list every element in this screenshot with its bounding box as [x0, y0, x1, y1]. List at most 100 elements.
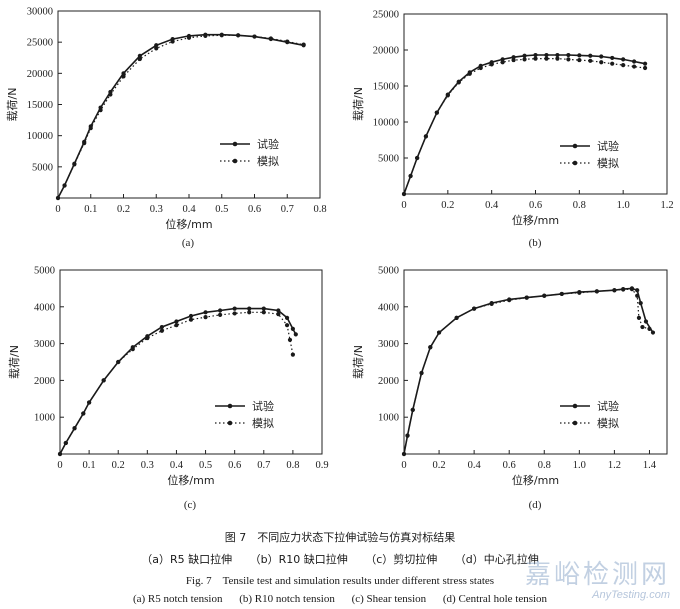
- x-tick-label: 0.4: [485, 200, 499, 211]
- panel-label: (d): [529, 499, 542, 511]
- x-tick-label: 0.6: [228, 460, 241, 471]
- data-point-test: [284, 315, 290, 320]
- data-point-sim: [478, 65, 483, 71]
- data-point-sim: [408, 173, 413, 179]
- data-point-sim: [524, 295, 529, 300]
- x-tick-label: 0.6: [248, 204, 261, 215]
- data-point-sim: [467, 71, 472, 76]
- x-tick-label: 1.2: [608, 460, 621, 471]
- legend-label: 模拟: [597, 156, 619, 170]
- chart-panel-c: 0 0.1 0.2 0.3 0.4 0.5 0.6 0.7 0.8 0.9 1000 2000 3000…: [8, 266, 329, 512]
- y-tick-label: 25000: [27, 38, 53, 49]
- data-point-sim: [174, 323, 179, 328]
- data-point-test: [555, 52, 560, 58]
- x-tick-label: 1.4: [643, 460, 657, 471]
- data-point-sim: [456, 80, 461, 85]
- series-line-sim: [403, 288, 650, 455]
- y-tick-label: 20000: [373, 46, 399, 57]
- caption-zh-sub-c: （c）剪切拉伸: [365, 553, 438, 566]
- y-axis-title: 载荷/N: [352, 345, 365, 379]
- panel-label: (a): [182, 237, 195, 249]
- data-point-sim: [87, 400, 92, 405]
- x-axis-title: 位移/mm: [512, 473, 559, 487]
- data-point-sim: [507, 298, 512, 303]
- plot-frame: [59, 269, 323, 455]
- data-point-test: [500, 57, 505, 62]
- x-tick-label: 0.4: [468, 460, 482, 471]
- x-tick-label: 0.3: [150, 204, 163, 215]
- x-tick-label: 0.9: [315, 460, 328, 471]
- y-tick-label: 4000: [34, 302, 55, 313]
- y-tick-label: 4000: [378, 302, 399, 313]
- data-point-sim: [632, 64, 637, 69]
- data-point-sim: [236, 33, 241, 38]
- x-tick-label: 0.3: [141, 460, 154, 471]
- data-point-test: [203, 310, 208, 315]
- data-point-sim: [203, 315, 208, 320]
- caption-zh-subtitles: （a）R5 缺口拉伸 （b）R10 缺口拉伸 （c）剪切拉伸 （d）中心孔拉伸: [0, 551, 680, 567]
- y-tick-label: 1000: [34, 413, 55, 424]
- x-tick-label: 0.6: [529, 200, 542, 211]
- data-point-sim: [145, 335, 150, 341]
- legend-label: 试验: [597, 139, 619, 153]
- data-point-sim: [81, 411, 86, 416]
- series-line-sim: [57, 34, 304, 199]
- data-point-sim: [636, 315, 642, 320]
- x-tick-label: 0.5: [199, 460, 212, 471]
- data-point-sim: [635, 293, 640, 298]
- y-tick-label: 5000: [378, 154, 399, 165]
- legend-marker: [227, 420, 233, 426]
- x-tick-label: 0: [55, 204, 60, 215]
- x-tick-label: 0.7: [281, 204, 294, 215]
- data-point-sim: [137, 56, 142, 62]
- legend-label: 试验: [597, 399, 619, 413]
- data-point-sim: [218, 312, 223, 317]
- data-point-sim: [410, 407, 415, 412]
- data-point-test: [588, 53, 593, 58]
- data-point-sim: [588, 58, 593, 63]
- data-point-test: [643, 319, 649, 324]
- data-point-test: [638, 301, 643, 306]
- x-tick-label: 0.8: [573, 200, 586, 211]
- data-point-test: [632, 59, 637, 64]
- data-point-sim: [594, 289, 599, 294]
- series-line-sim: [403, 57, 646, 195]
- x-tick-label: 1.0: [573, 460, 586, 471]
- x-tick-label: 0: [57, 460, 62, 471]
- series-line-test: [59, 307, 297, 455]
- data-point-sim: [55, 195, 61, 201]
- caption-zh-sub-b: （b）R10 缺口拉伸: [249, 553, 348, 566]
- y-tick-label: 5000: [34, 266, 55, 277]
- y-tick-label: 3000: [34, 339, 55, 350]
- legend-label: 模拟: [252, 416, 274, 430]
- plot-frame: [403, 13, 668, 195]
- data-point-sim: [577, 290, 582, 295]
- caption-en-subtitles: (a) R5 notch tension (b) R10 notch tensi…: [0, 593, 680, 605]
- data-point-test: [642, 61, 648, 66]
- legend-label: 试验: [252, 399, 274, 413]
- legend-marker: [572, 420, 578, 426]
- caption-zh-sub-a: （a）R5 缺口拉伸: [141, 553, 233, 566]
- x-tick-label: 0.6: [503, 460, 516, 471]
- y-axis-title: 载荷/N: [6, 88, 19, 122]
- data-point-sim: [121, 74, 126, 79]
- data-point-sim: [500, 60, 505, 65]
- x-tick-label: 0: [401, 200, 406, 211]
- series-line-sim: [59, 311, 294, 455]
- data-point-sim: [511, 57, 516, 63]
- data-point-sim: [401, 191, 407, 197]
- data-point-test: [174, 319, 179, 324]
- data-point-test: [599, 54, 604, 59]
- data-point-sim: [434, 110, 439, 115]
- data-point-sim: [72, 162, 77, 167]
- data-point-sim: [276, 312, 281, 317]
- data-point-test: [159, 324, 164, 330]
- x-tick-label: 0.2: [441, 200, 454, 211]
- data-point-test: [154, 43, 159, 48]
- x-tick-label: 0: [401, 460, 406, 471]
- data-point-sim: [522, 57, 527, 62]
- data-point-sim: [489, 62, 494, 67]
- watermark-en: AnyTesting.com: [592, 589, 670, 601]
